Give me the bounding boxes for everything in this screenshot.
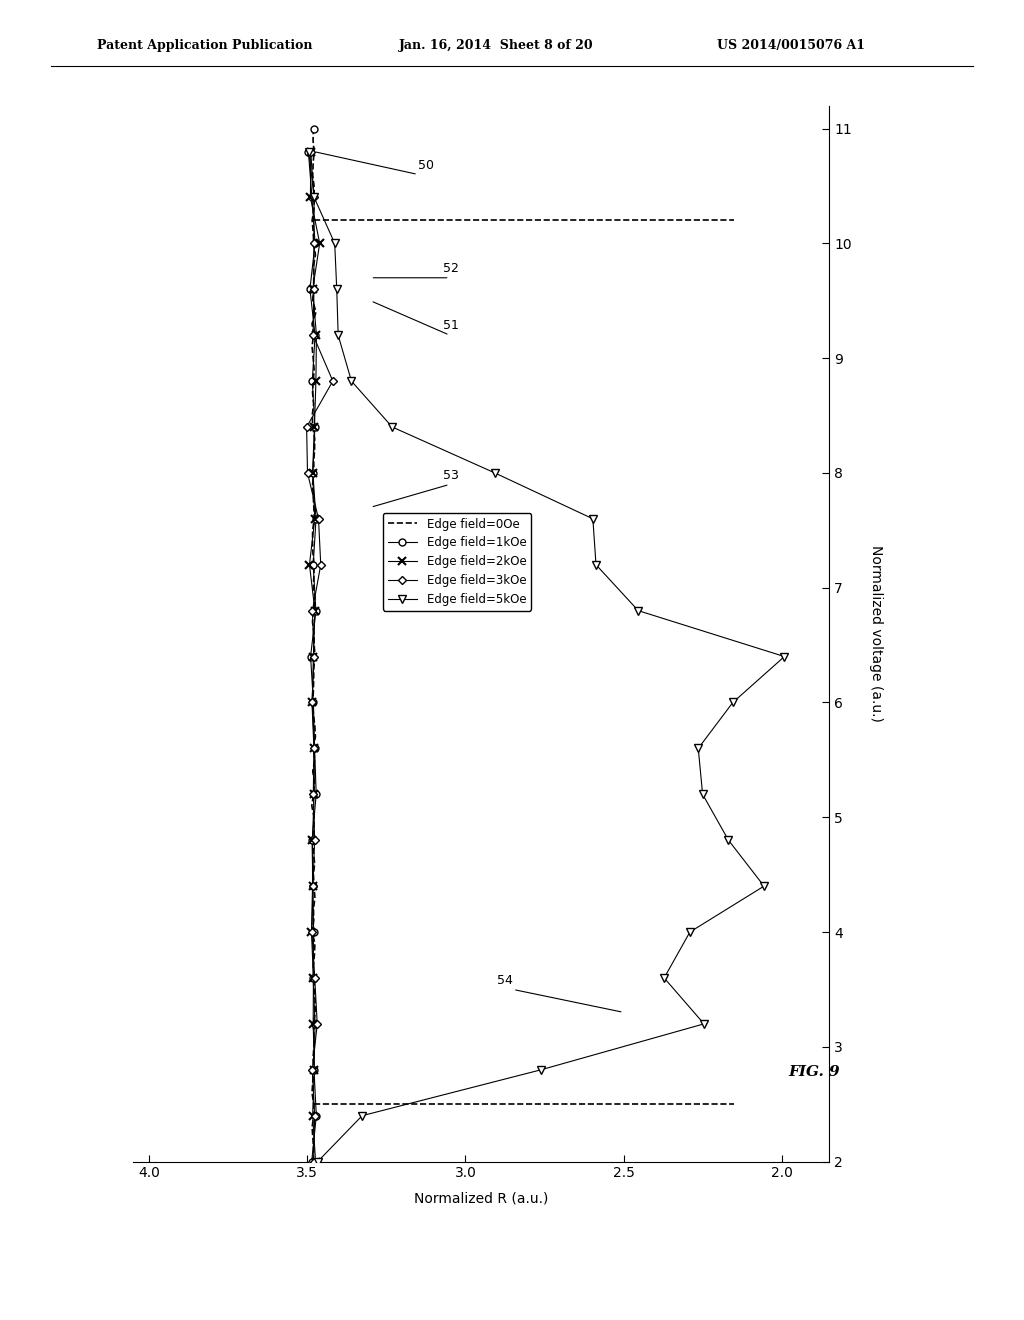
Text: FIG. 9: FIG. 9 [788, 1065, 840, 1078]
Text: US 2014/0015076 A1: US 2014/0015076 A1 [717, 38, 865, 51]
Text: 52: 52 [443, 263, 459, 275]
Text: 50: 50 [418, 158, 434, 172]
X-axis label: Normalized R (a.u.): Normalized R (a.u.) [414, 1192, 549, 1205]
Legend: Edge field=0Oe, Edge field=1kOe, Edge field=2kOe, Edge field=3kOe, Edge field=5k: Edge field=0Oe, Edge field=1kOe, Edge fi… [383, 512, 531, 611]
Y-axis label: Normalized voltage (a.u.): Normalized voltage (a.u.) [868, 545, 883, 722]
Text: 54: 54 [497, 974, 513, 986]
Text: Patent Application Publication: Patent Application Publication [97, 38, 312, 51]
Text: 51: 51 [443, 319, 459, 333]
Text: 53: 53 [443, 469, 459, 482]
Text: Jan. 16, 2014  Sheet 8 of 20: Jan. 16, 2014 Sheet 8 of 20 [399, 38, 594, 51]
